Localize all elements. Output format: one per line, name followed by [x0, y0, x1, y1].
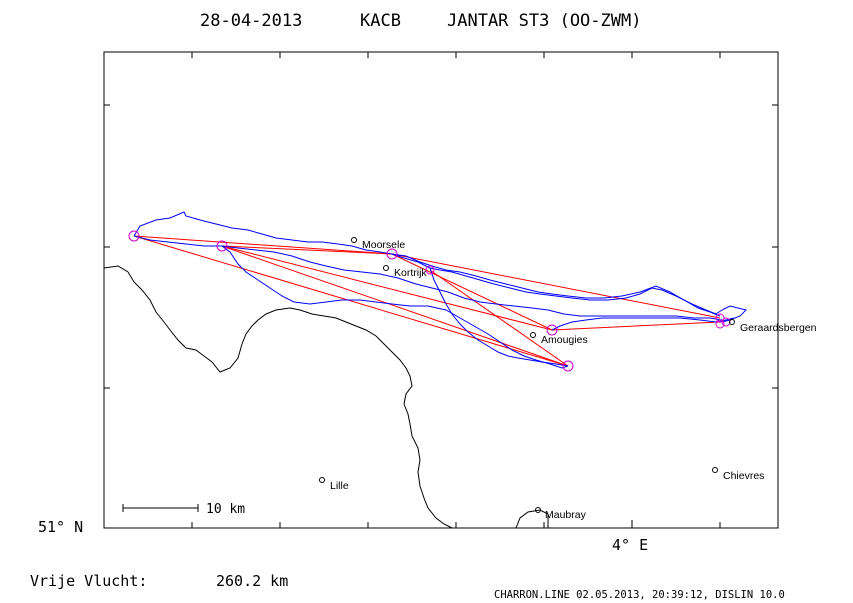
- task-lines: [133, 235, 721, 367]
- longitude-label: 4° E: [612, 536, 648, 554]
- country-border-south: [515, 509, 549, 529]
- place-label-maubray: Maubray: [545, 509, 587, 521]
- latitude-label: 51° N: [38, 518, 83, 536]
- place-marker-lille: [319, 477, 325, 483]
- place-label-lille: Lille: [330, 480, 349, 492]
- place-marker-kortrijk: [383, 265, 389, 271]
- title-club: KACB: [360, 11, 401, 31]
- place-label-geraardsbergen: Geraardsbergen: [740, 322, 817, 334]
- title-date: 28-04-2013: [200, 11, 302, 31]
- scale-label: 10 km: [206, 502, 245, 517]
- place-marker-maubray: [535, 507, 541, 513]
- distance-value: 260.2 km: [216, 572, 288, 590]
- left-axis-ticks: [104, 52, 778, 528]
- map-frame: [103, 51, 779, 529]
- place-marker-geraardsbergen: [729, 319, 735, 325]
- place-marker-moorsele: [351, 237, 357, 243]
- turnpoint-markers: [128, 230, 731, 372]
- place-marker-amougies: [530, 332, 536, 338]
- place-label-amougies: Amougies: [541, 334, 588, 346]
- place-label-moorsele: Moorsele: [362, 239, 405, 251]
- distance-label: Vrije Vlucht:: [30, 572, 147, 590]
- country-border: [103, 265, 453, 529]
- flight-track: [133, 211, 747, 369]
- scale-bar: [122, 504, 199, 512]
- place-label-chievres: Chievres: [723, 470, 764, 482]
- places: Moorsele Kortrijk Amougies Geraardsberge…: [319, 237, 817, 521]
- title-glider: JANTAR ST3 (OO-ZWM): [447, 11, 641, 31]
- place-marker-chievres: [712, 467, 718, 473]
- place-label-kortrijk: Kortrijk: [394, 267, 427, 279]
- program-info: CHARRON.LINE 02.05.2013, 20:39:12, DISLI…: [494, 589, 785, 601]
